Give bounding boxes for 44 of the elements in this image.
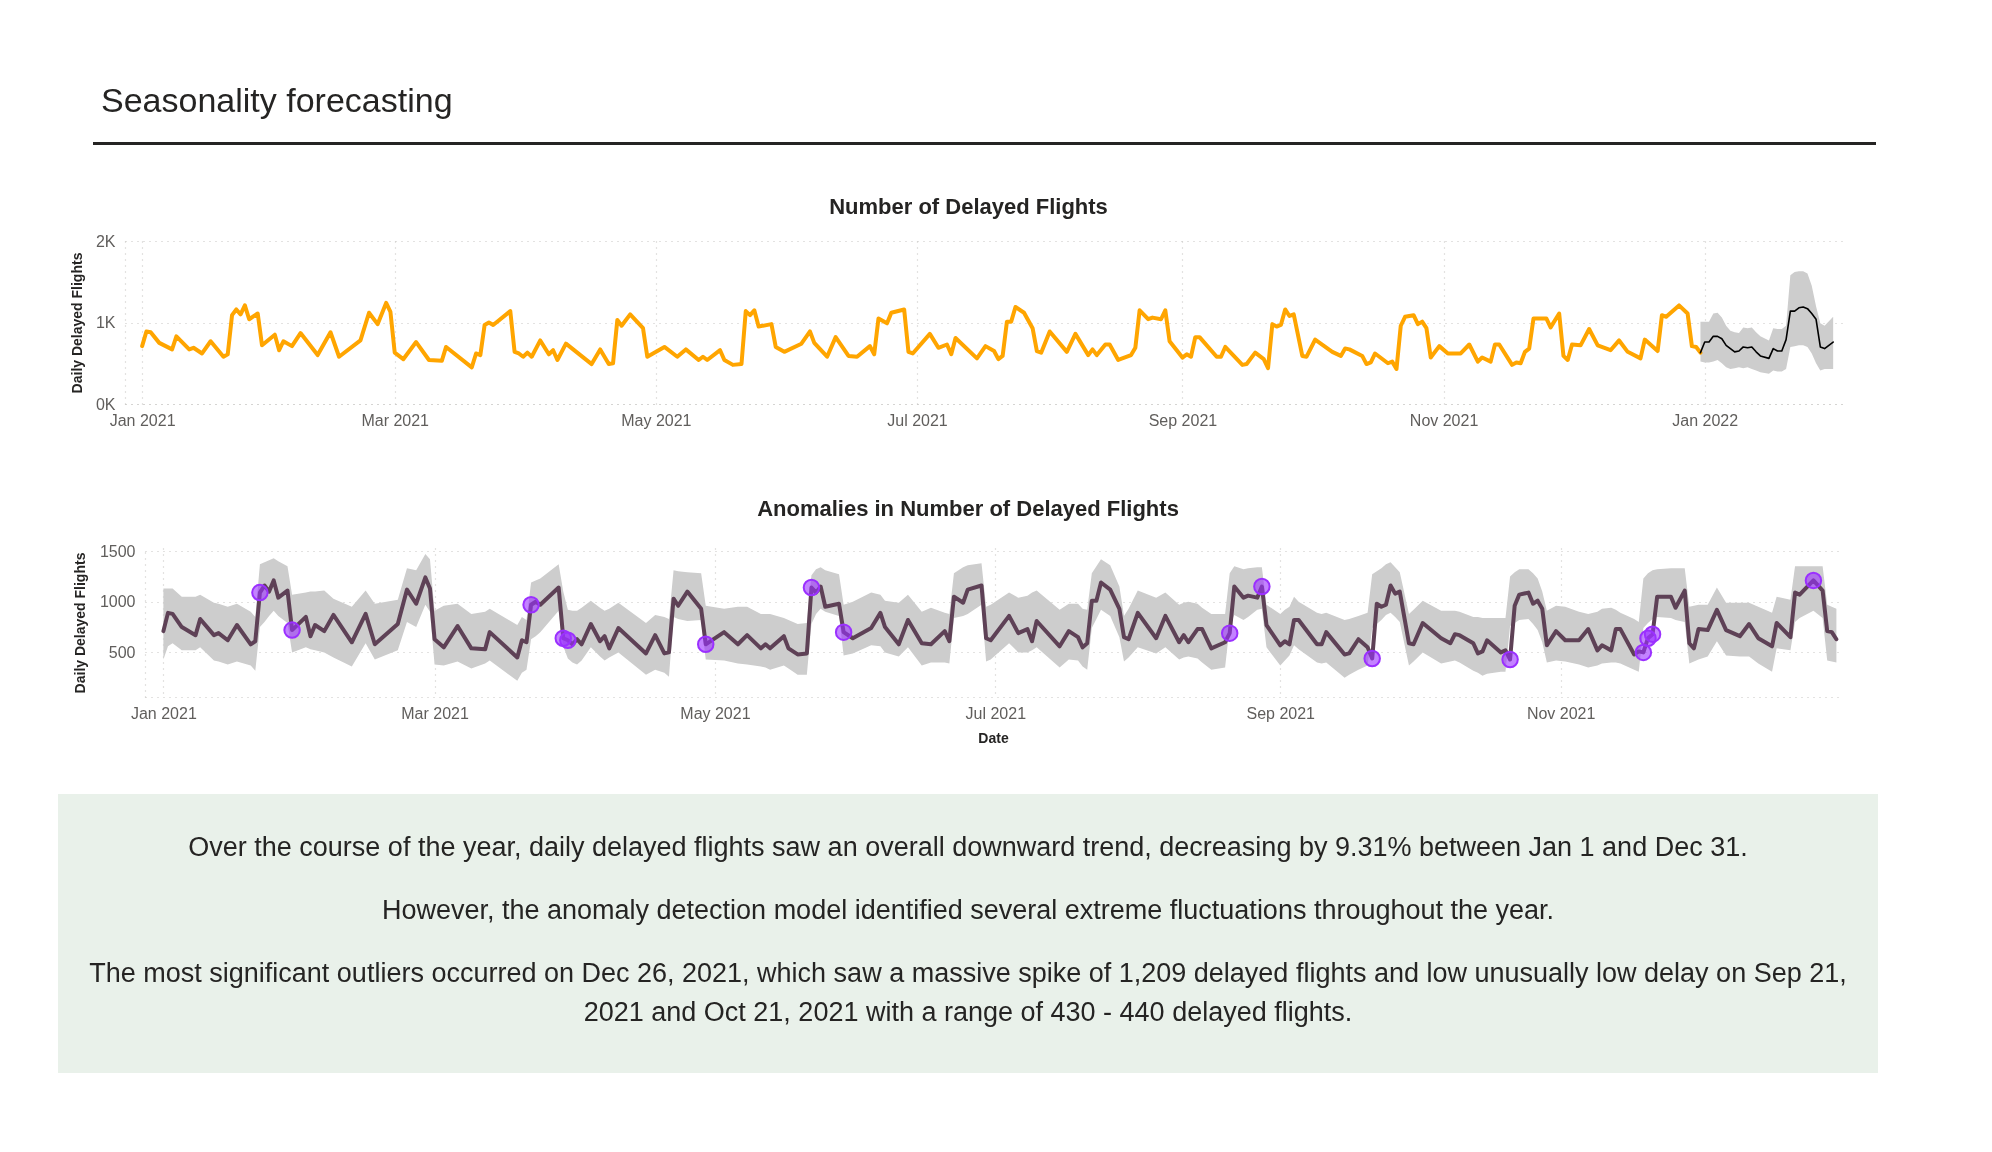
x-tick-label: Jan 2022 <box>1672 411 1739 429</box>
point <box>834 623 853 641</box>
point <box>522 596 540 614</box>
x-axis-title: Date <box>978 729 1009 746</box>
point <box>1253 577 1271 596</box>
x-tick-label: Sep 2021 <box>1148 411 1218 429</box>
x-tick-label: Jan 2021 <box>109 411 176 429</box>
chart-title: Anomalies in Number of Delayed Flights <box>757 496 1179 522</box>
x-tick-label: Jul 2021 <box>887 411 948 429</box>
y-tick-label: 0K <box>95 395 116 413</box>
point <box>1363 649 1381 668</box>
text: Seasonality forecasting <box>101 80 454 121</box>
line-series <box>140 300 1703 371</box>
y-tick-label: 500 <box>108 643 136 661</box>
y-tick-label: 1000 <box>99 593 136 611</box>
x-tick-label: May 2021 <box>621 411 692 429</box>
point <box>559 631 577 649</box>
chart-title: Number of Delayed Flights <box>829 194 1108 219</box>
x-tick-label: Mar 2021 <box>361 411 430 429</box>
y-axis-title: Daily Delayed Flights <box>71 552 88 694</box>
text: The most significant outliers occurred on Dec 26, 2021, which saw a massive spike of 1,209 delayed flights and low unusually low delay on Sep 21, 2021 and Oct 21, 2021 with a range of 430 - 440 delayed flights. <box>88 957 1848 1029</box>
y-tick-label: 1500 <box>99 542 136 560</box>
point <box>1643 625 1662 643</box>
y-tick-label: 2K <box>95 232 116 250</box>
point <box>696 635 715 654</box>
line-series <box>1699 306 1834 360</box>
y-axis-title: Daily Delayed Flights <box>68 252 85 394</box>
point <box>1501 650 1519 669</box>
x-tick-label: Nov 2021 <box>1409 411 1479 429</box>
point <box>1804 571 1823 590</box>
x-tick-label: Jan 2021 <box>130 704 197 722</box>
x-tick-label: Mar 2021 <box>401 704 469 722</box>
y-tick-label: 1K <box>95 314 116 331</box>
point <box>283 621 301 639</box>
x-tick-label: Jul 2021 <box>965 704 1027 722</box>
point <box>802 578 821 597</box>
point <box>251 583 269 602</box>
point <box>1220 624 1239 642</box>
point <box>1634 643 1653 662</box>
text: Over the course of the year, daily delayed flights saw an overall downward trend, decreasing by 9.31% between Jan 1 and Dec 31. <box>187 831 1749 864</box>
x-tick-label: Nov 2021 <box>1526 704 1596 722</box>
x-tick-label: May 2021 <box>680 704 751 722</box>
x-tick-label: Sep 2021 <box>1246 704 1316 722</box>
text: However, the anomaly detection model identified several extreme fluctuations throughout the year. <box>380 894 1556 927</box>
